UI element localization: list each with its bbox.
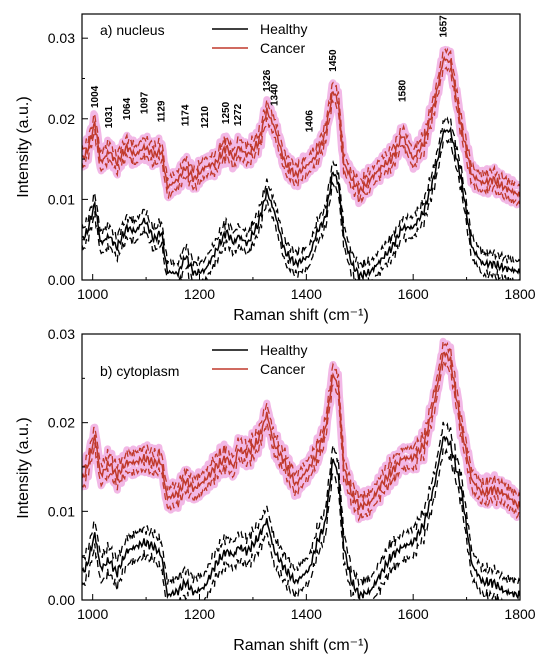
peak-label: 1450 [328,49,339,72]
panel-label-cytoplasm: b) cytoplasm [100,363,179,379]
x-tick-label: 1000 [77,286,108,302]
peak-label: 1210 [200,106,211,129]
x-axis-title-cytoplasm: Raman shift (cm⁻¹) [233,637,369,654]
plot-frame [81,13,521,281]
y-axis-title-cytoplasm: Intensity (a.u.) [15,417,32,518]
legend-nucleus: Healthy Cancer [212,21,307,56]
panel-label-nucleus: a) nucleus [100,22,165,38]
peak-label: 1657 [439,15,450,38]
x-tick-label: 1600 [398,606,429,622]
y-axis-title-nucleus: Intensity (a.u.) [15,96,32,197]
x-axis-title-nucleus: Raman shift (cm⁻¹) [233,307,369,324]
panel-cytoplasm: 1000 1200 1400 1600 1800 0.00 0.01 0.02 0.03 b) … [15,326,536,654]
panel-cytoplasm-curves [82,337,520,600]
series-healthy-mean [82,435,520,600]
y-tick-label: 0.00 [48,272,75,288]
series-cancer-mean [82,351,520,511]
panel-nucleus-axes: 1000 1200 1400 1600 1800 0.00 0.01 0.02 0.03 [48,13,536,302]
x-tick-label: 1400 [291,286,322,302]
series-cancer-upper-bound [82,341,520,503]
series-healthy-lower-bound [82,447,503,600]
x-tick-label: 1600 [398,286,429,302]
peak-label: 1004 [90,85,101,108]
peak-label: 1406 [305,110,316,133]
plot-area-cytoplasm [82,337,520,600]
panel-cytoplasm-axes: 1000 1200 1400 1600 1800 0.00 0.01 0.02 0.03 [48,326,536,622]
peak-label: 1129 [157,100,168,122]
legend-label-healthy: Healthy [260,21,307,37]
peak-label: 1031 [104,106,115,129]
peak-label: 1064 [122,97,133,120]
y-tick-label: 0.02 [48,415,75,431]
y-tick-label: 0.00 [48,592,75,608]
y-tick-label: 0.03 [48,326,75,342]
x-tick-label: 1800 [504,286,535,302]
panel-nucleus: 1000 1200 1400 1600 1800 0.00 0.01 0.02 0.03 a) … [15,13,536,324]
x-tick-label: 1800 [504,606,535,622]
peak-label: 1174 [181,104,192,126]
y-tick-label: 0.02 [48,111,75,127]
y-tick-label: 0.01 [48,503,75,519]
x-tick-label: 1000 [77,606,108,622]
x-tick-label: 1200 [184,606,215,622]
series-cancer-lower-bound [82,66,520,207]
series-healthy-mean [82,125,520,280]
legend-label-cancer: Cancer [260,361,305,377]
series-cancer-mean [82,55,520,198]
series-cancer-upper-bound [82,47,520,187]
peak-label: 1580 [398,79,409,102]
series-healthy-lower-bound [82,137,520,280]
legend-cytoplasm: Healthy Cancer [212,342,307,377]
legend-label-cancer: Cancer [260,40,305,56]
panel-nucleus-curves [82,45,520,280]
peak-label: 1272 [233,103,244,126]
series-healthy-upper-bound [82,116,520,270]
legend-label-healthy: Healthy [260,342,307,358]
peak-label: 1097 [140,91,151,114]
y-tick-label: 0.03 [48,30,75,46]
series-cancer-lower-bound [82,359,520,522]
peak-label: 1340 [269,83,280,106]
x-tick-label: 1400 [291,606,322,622]
x-tick-label: 1200 [184,286,215,302]
peak-label: 1326 [262,69,273,92]
y-tick-label: 0.01 [48,191,75,207]
series-healthy-upper-bound [82,421,520,588]
plot-area-nucleus [82,45,520,280]
peak-label: 1250 [221,101,232,124]
